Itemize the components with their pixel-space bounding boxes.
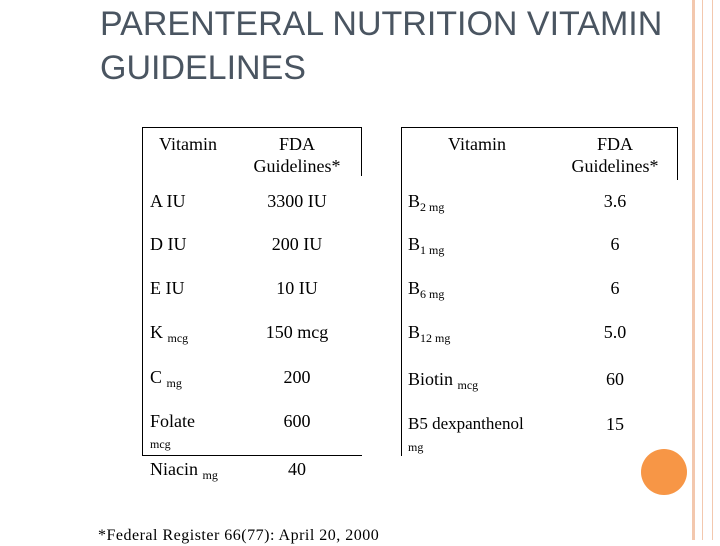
right-row-vitamin-name: B (408, 234, 421, 254)
right-row-vitamin: B5 dexpanthenol (408, 414, 524, 433)
left-row-vitamin: E IU (150, 278, 185, 298)
left-row-value: 200 (283, 367, 311, 387)
right-header-vitamin: Vitamin (448, 134, 506, 154)
right-row-value: 6 (610, 234, 620, 254)
right-header-fda-text: FDA Guidelines* (571, 134, 659, 176)
left-row-vitamin: Niacin mg (150, 458, 218, 482)
left-row-vitamin-unit: mcg (150, 437, 171, 451)
left-row-vitamin: A IU (150, 191, 186, 211)
right-table-left-border (401, 127, 402, 456)
right-row-vitamin-sub: 2 mg (420, 200, 445, 214)
left-row-vitamin-unit: mcg (167, 331, 189, 345)
right-row-vitamin-sub: 1 mg (420, 243, 445, 257)
right-table-right-border (677, 127, 678, 180)
right-row-value: 5.0 (603, 322, 627, 342)
left-table-top-border (142, 127, 362, 128)
left-row-vitamin: C mg (150, 366, 182, 390)
left-table-left-border (142, 127, 143, 456)
left-row-value: 40 (288, 459, 306, 479)
footnote: *Federal Register 66(77): April 20, 2000 (98, 527, 380, 544)
right-row-value: 3.6 (603, 191, 627, 211)
left-row-value: 3300 IU (267, 191, 327, 211)
right-row-vitamin: B6 mg (408, 277, 444, 301)
right-row-vitamin-sub: 12 mg (420, 331, 451, 345)
right-row-value: 60 (606, 369, 624, 389)
left-row-vitamin-name: Niacin (150, 459, 198, 479)
left-row-value: 10 IU (276, 278, 318, 298)
left-row-value: 600 (283, 411, 311, 431)
left-table-header-rule (142, 455, 362, 456)
right-row-vitamin-sub: mg (408, 440, 424, 454)
left-row-vitamin: K mcg (150, 321, 188, 345)
right-row-vitamin-sub: mcg (457, 378, 479, 392)
right-row-vitamin-sub: 6 mg (420, 287, 445, 301)
left-row-vitamin-name: K (150, 322, 163, 342)
right-row-vitamin-name: Biotin (408, 369, 454, 389)
left-row-vitamin-unit: mg (166, 376, 182, 390)
right-row-value: 6 (610, 278, 620, 298)
right-row-vitamin-name: B (408, 322, 421, 342)
right-row-vitamin: B2 mg (408, 190, 444, 214)
right-row-vitamin-name: B (408, 191, 421, 211)
left-header-fda-text: FDA Guidelines* (253, 134, 341, 176)
slide-border-line (712, 0, 713, 540)
left-row-vitamin-name: C (150, 367, 163, 387)
left-row-vitamin: Folate (150, 411, 195, 431)
right-header-fda: FDA Guidelines* (552, 133, 678, 177)
left-row-value: 200 IU (271, 234, 323, 254)
slide-title: PARENTERAL NUTRITION VITAMIN GUIDELINES (100, 5, 663, 87)
left-header-vitamin: Vitamin (159, 134, 217, 154)
decorative-circle (641, 449, 687, 495)
slide-border-line (702, 0, 703, 540)
left-row-vitamin-unit: mg (202, 468, 218, 482)
right-row-value: 15 (606, 414, 624, 434)
right-row-vitamin: B12 mg (408, 321, 450, 345)
right-row-vitamin: Biotin mcg (408, 368, 478, 392)
left-table-right-border (361, 127, 362, 176)
left-header-fda: FDA Guidelines* (232, 133, 362, 177)
right-row-vitamin: B1 mg (408, 233, 444, 257)
left-row-value: 150 mcg (265, 322, 329, 342)
right-row-vitamin-name: B (408, 278, 421, 298)
slide-border-line (692, 0, 695, 540)
right-table-top-border (401, 127, 678, 128)
left-row-vitamin: D IU (150, 234, 187, 254)
